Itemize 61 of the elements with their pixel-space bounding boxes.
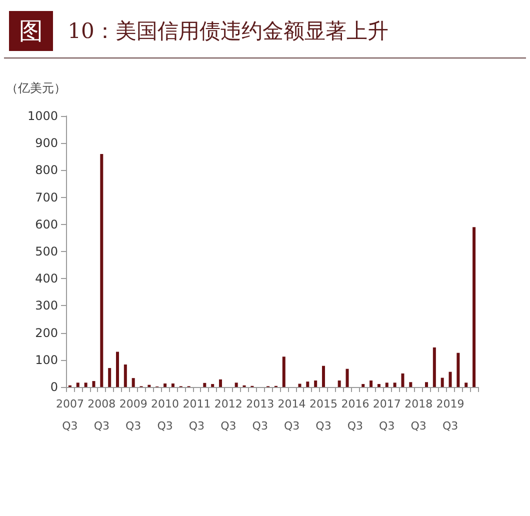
bar <box>425 382 428 387</box>
y-tick-label: 1000 <box>27 109 58 123</box>
bar <box>124 364 127 387</box>
bar <box>282 356 286 387</box>
bar <box>234 382 238 387</box>
bar <box>211 384 214 387</box>
bar <box>393 382 396 387</box>
bar <box>203 382 206 387</box>
y-tick-label: 300 <box>35 298 58 313</box>
x-tick-label: 2010 Q3 <box>151 398 180 432</box>
chart-title: 图 10：美国信用债违约金额显著上升 <box>19 17 388 45</box>
bar <box>164 383 167 387</box>
bar <box>464 382 468 387</box>
bar <box>448 372 452 387</box>
bar <box>338 380 341 387</box>
bar <box>440 378 444 387</box>
bar <box>472 227 476 387</box>
bar <box>456 352 460 387</box>
y-tick-label: 900 <box>35 136 58 150</box>
x-tick-label: 2017 Q3 <box>372 398 401 432</box>
x-tick-label: 2015 Q3 <box>310 398 338 432</box>
bar <box>385 382 388 387</box>
x-tick-label: 2008 Q3 <box>88 398 116 432</box>
bar <box>306 382 310 387</box>
bar <box>76 382 80 387</box>
x-tick-label: 2012 Q3 <box>214 398 242 432</box>
x-tick-label: 2018 Q3 <box>404 398 433 432</box>
x-tick-label: 2019 Q3 <box>436 398 464 432</box>
y-tick-label: 200 <box>35 326 58 340</box>
bar <box>108 368 112 387</box>
bar <box>100 154 104 387</box>
bar <box>298 384 302 387</box>
bar <box>346 368 349 387</box>
bar <box>219 379 222 387</box>
x-tick-label: 2013 Q3 <box>246 398 274 432</box>
y-tick-label: 400 <box>35 272 58 286</box>
bar <box>116 352 119 387</box>
y-tick-label: 800 <box>35 163 58 178</box>
bar <box>314 380 318 387</box>
bar <box>377 384 380 387</box>
bar <box>370 380 373 387</box>
x-tick-label: 2014 Q3 <box>278 398 306 432</box>
x-tick-label: 2016 Q3 <box>341 398 370 432</box>
y-tick-label: 500 <box>35 244 58 258</box>
x-tick-label: 2009 Q3 <box>119 398 148 432</box>
x-tick-label: 2011 Q3 <box>182 398 211 432</box>
bar <box>322 366 325 387</box>
y-tick-label: 700 <box>35 190 58 204</box>
bar <box>171 383 174 387</box>
bar <box>84 382 88 387</box>
bar <box>92 381 96 387</box>
y-axis-title: （亿美元） <box>6 81 66 95</box>
y-tick-label: 100 <box>35 352 58 367</box>
x-tick-label: 2007 Q3 <box>56 398 84 432</box>
bar <box>132 378 135 387</box>
bar <box>362 384 365 387</box>
bar <box>401 373 404 387</box>
y-tick-label: 0 <box>50 380 58 394</box>
bar <box>432 347 436 387</box>
y-tick-label: 600 <box>35 217 58 232</box>
bar <box>409 382 412 387</box>
